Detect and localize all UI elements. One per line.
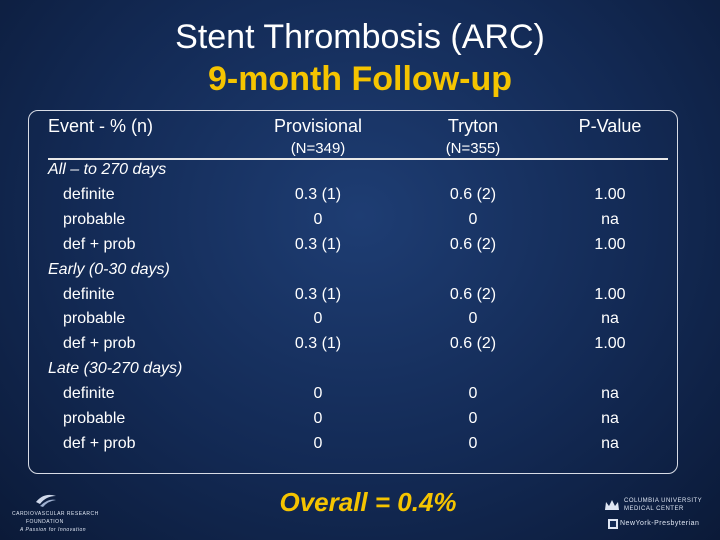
cell-tryton: 0.6 (2): [449, 236, 497, 253]
cell-pvalue: 1.00: [594, 286, 626, 303]
cell-provisional: 0.3 (1): [294, 286, 342, 303]
nyp-mark-icon: [608, 519, 618, 529]
cell-provisional: 0: [313, 310, 323, 327]
cell-tryton: 0: [468, 435, 478, 452]
header-tryton: Tryton: [447, 116, 499, 136]
header-pvalue: P-Value: [578, 116, 642, 136]
crf-line3: A Passion for Innovation: [20, 527, 87, 533]
cell-provisional: 0.3 (1): [294, 335, 342, 352]
row-label: def + prob: [63, 236, 136, 253]
cell-provisional: 0.3 (1): [294, 186, 342, 203]
slide-title: Stent Thrombosis (ARC): [175, 18, 545, 56]
cell-provisional: 0: [313, 410, 323, 427]
cell-pvalue: 1.00: [594, 236, 626, 253]
cell-pvalue: na: [601, 410, 619, 427]
cell-pvalue: 1.00: [594, 186, 626, 203]
crf-logo: CARDIOVASCULAR RESEARCH FOUNDATION A Pas…: [12, 492, 98, 536]
cell-tryton: 0: [468, 211, 478, 228]
cell-tryton: 0: [468, 410, 478, 427]
row-label: def + prob: [63, 335, 136, 352]
cell-tryton: 0: [468, 385, 478, 402]
nyp-line: NewYork-Presbyterian: [620, 520, 700, 527]
columbia-line2: MEDICAL CENTER: [624, 506, 684, 512]
row-label: definite: [63, 385, 115, 402]
cell-provisional: 0: [313, 385, 323, 402]
header-tryton-n: (N=355): [445, 140, 501, 157]
row-label: probable: [63, 410, 126, 427]
cell-provisional: 0.3 (1): [294, 236, 342, 253]
row-label: definite: [63, 286, 115, 303]
table-panel: [28, 110, 678, 474]
row-label: probable: [63, 310, 126, 327]
crf-line1: CARDIOVASCULAR RESEARCH: [12, 511, 99, 517]
cell-pvalue: na: [601, 310, 619, 327]
header-provisional: Provisional: [273, 116, 363, 136]
overall-rate: Overall = 0.4%: [279, 487, 457, 517]
row-label: probable: [63, 211, 126, 228]
cell-tryton: 0.6 (2): [449, 335, 497, 352]
group-label: Late (30-270 days): [48, 360, 183, 377]
cell-provisional: 0: [313, 435, 323, 452]
group-label: Early (0-30 days): [48, 261, 170, 278]
header-provisional-n: (N=349): [290, 140, 346, 157]
cell-tryton: 0.6 (2): [449, 186, 497, 203]
cell-provisional: 0: [313, 211, 323, 228]
crf-line2: FOUNDATION: [26, 519, 64, 525]
cell-pvalue: na: [601, 435, 619, 452]
crown-icon: [605, 500, 619, 510]
cell-pvalue: 1.00: [594, 335, 626, 352]
crf-swoosh-icon: [36, 494, 56, 507]
cell-pvalue: na: [601, 211, 619, 228]
columbia-logo: COLUMBIA UNIVERSITY MEDICAL CENTER NewYo…: [604, 496, 716, 534]
row-label: def + prob: [63, 435, 136, 452]
columbia-line1: COLUMBIA UNIVERSITY: [624, 498, 703, 504]
group-label: All – to 270 days: [48, 161, 167, 178]
cell-tryton: 0.6 (2): [449, 286, 497, 303]
slide-subtitle: 9-month Follow-up: [207, 60, 513, 98]
cell-pvalue: na: [601, 385, 619, 402]
header-event: Event - % (n): [48, 116, 154, 136]
cell-tryton: 0: [468, 310, 478, 327]
header-rule: [48, 158, 668, 160]
row-label: definite: [63, 186, 115, 203]
